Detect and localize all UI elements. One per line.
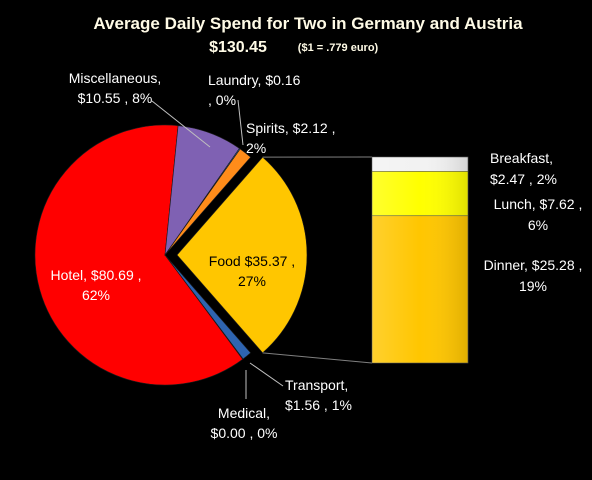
slice-label-laundry: Laundry, $0.16, 0% — [208, 72, 301, 108]
pie-slice-spirits — [164, 148, 252, 256]
connector-line-bottom — [262, 352, 373, 364]
bar-label-dinner: Dinner, $25.28 , 19% — [484, 257, 583, 294]
slice-label-food: Food $35.37 , 27% — [209, 253, 295, 289]
bar-label-breakfast: Breakfast, $2.47 , 2% — [490, 150, 557, 187]
leader-line-laundry — [237, 99, 244, 146]
slice-label-transport: Transport, $1.56 , 1% — [285, 377, 352, 413]
pie-slice-medical — [164, 254, 244, 360]
bar-sheen-dinner — [372, 215, 468, 363]
leader-line-transport — [249, 362, 284, 387]
slice-label-medical: Medical, $0.00 , 0% — [211, 405, 278, 441]
pie-slice-food — [176, 156, 308, 354]
pie-slice-hotel — [34, 124, 244, 386]
chart-title: Average Daily Spend for Two in Germany a… — [93, 14, 523, 33]
bar-label-lunch: Lunch, $7.62 , 6% — [494, 196, 583, 233]
bar-sheen-breakfast — [372, 157, 468, 172]
chart-currency-note: ($1 = .779 euro) — [298, 42, 379, 54]
slice-label-miscellaneous: Miscellaneous, $10.55 , 8% — [69, 70, 162, 106]
leader-line-miscellaneous — [151, 100, 211, 148]
chart-total: $130.45 — [209, 39, 267, 56]
slice-label-spirits: Spirits, $2.12 , 2% — [246, 120, 336, 156]
slice-label-hotel: Hotel, $80.69 , 62% — [50, 267, 141, 303]
bar-sheen-lunch — [372, 171, 468, 216]
